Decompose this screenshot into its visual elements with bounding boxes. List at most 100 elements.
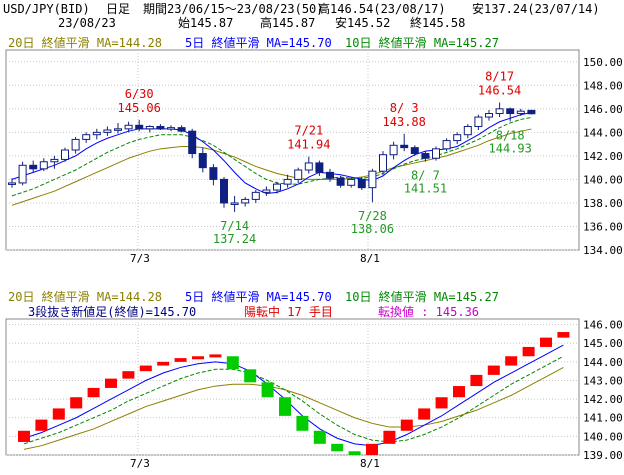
top-annotation-date-5: 8/ 7 xyxy=(411,169,440,183)
top-candle-body-29 xyxy=(315,162,324,173)
top-panel: 20日 終値平滑 MA=144.28 5日 終値平滑 MA=145.70 10日… xyxy=(5,35,623,265)
bottom-brick-26 xyxy=(470,374,483,387)
top-y-axis: 150.00 148.00 146.00 144.00 142.00 140.00 138.… xyxy=(583,56,623,257)
top-annotation-date-1: 7/14 xyxy=(220,219,249,233)
top-annotation-price-1: 137.24 xyxy=(213,232,256,246)
header-pair: USD/JPY(BID) xyxy=(3,2,90,16)
top-candle-body-16 xyxy=(177,127,186,132)
top-annotation-date-4: 8/ 3 xyxy=(390,101,419,115)
bottom-sublegend-title: 3段抜き新値足(終値)=145.70 xyxy=(28,304,196,319)
bottom-brick-7 xyxy=(139,365,152,372)
header-open: 始145.87 xyxy=(178,16,233,30)
bottom-ma10-line xyxy=(23,355,564,445)
top-candle-body-28 xyxy=(304,162,313,171)
top-y-tick-label-5: 140.00 xyxy=(583,173,623,186)
header-period: 期間23/06/15～23/08/23(50) xyxy=(143,2,324,16)
bottom-y-tick-label-3: 143.00 xyxy=(583,374,623,387)
bottom-panel: 20日 終値平滑 MA=144.28 5日 終値平滑 MA=145.70 10日… xyxy=(5,289,623,470)
bottom-brick-13 xyxy=(244,369,257,383)
top-candle-body-0 xyxy=(8,182,16,185)
top-candle-body-42 xyxy=(453,134,462,142)
bottom-brick-28 xyxy=(505,356,518,366)
bottom-brick-23 xyxy=(418,408,431,420)
bottom-brick-1 xyxy=(35,419,48,431)
top-candle-body-24 xyxy=(262,189,271,193)
bottom-brick-10 xyxy=(192,356,204,360)
bottom-brick-21 xyxy=(383,430,396,444)
top-legend-ma5: 5日 終値平滑 MA=145.70 xyxy=(185,35,332,50)
top-y-tick-label-6: 138.00 xyxy=(583,197,623,210)
top-candle-body-23 xyxy=(251,191,260,200)
top-candle-body-6 xyxy=(71,138,80,151)
top-candle-body-14 xyxy=(156,125,165,130)
top-candle-body-13 xyxy=(145,125,154,130)
top-candle-body-12 xyxy=(135,124,144,130)
top-candle-body-27 xyxy=(294,169,303,180)
bottom-legend-ma5: 5日 終値平滑 MA=145.70 xyxy=(185,289,332,304)
top-candle-body-17 xyxy=(188,130,197,155)
top-candle-body-46 xyxy=(495,108,504,115)
bottom-plot-frame xyxy=(5,318,580,456)
top-annotation-date-3: 7/28 xyxy=(358,209,387,223)
top-y-tick-label-3: 144.00 xyxy=(583,126,623,139)
bottom-brick-25 xyxy=(453,386,465,398)
top-candle-body-1 xyxy=(18,164,27,184)
top-candle-body-43 xyxy=(463,125,472,136)
top-candle-body-41 xyxy=(442,140,451,150)
bottom-y-tick-label-1: 145.00 xyxy=(583,337,623,350)
header-date: 23/08/23 xyxy=(58,16,116,30)
top-annotation-date-0: 6/30 xyxy=(125,87,154,101)
bottom-brick-30 xyxy=(540,337,552,347)
top-candle-body-39 xyxy=(421,153,430,159)
bottom-y-tick-label-4: 142.00 xyxy=(583,393,623,406)
bottom-brick-9 xyxy=(174,358,187,362)
top-legend-ma10: 10日 終値平滑 MA=145.27 xyxy=(345,35,499,50)
top-candle-body-25 xyxy=(273,183,281,191)
top-x-tick-label-0: 7/3 xyxy=(130,252,150,265)
top-candle-body-22 xyxy=(241,198,250,204)
bottom-brick-12 xyxy=(226,356,239,370)
bottom-y-tick-label-6: 140.00 xyxy=(583,430,623,443)
bottom-brick-20 xyxy=(366,443,378,455)
bottom-brick-8 xyxy=(157,361,170,366)
top-candle-body-10 xyxy=(114,128,122,131)
bottom-moving-averages xyxy=(23,344,564,450)
bottom-brick-5 xyxy=(105,378,117,388)
top-candle-body-33 xyxy=(357,178,366,189)
top-candle-body-44 xyxy=(474,116,483,127)
top-ma10-line xyxy=(11,116,532,197)
bottom-bricks xyxy=(18,332,570,455)
bottom-x-axis: 7/3 8/1 xyxy=(130,457,380,470)
top-annotation-price-2: 141.94 xyxy=(287,138,330,152)
bottom-ma20-line xyxy=(23,366,564,450)
bottom-grid xyxy=(6,319,579,456)
top-y-tick-label-0: 150.00 xyxy=(583,56,623,69)
top-grid xyxy=(6,50,579,251)
top-candle-body-9 xyxy=(103,129,112,133)
top-annotation-date-7: 8/18 xyxy=(496,128,525,142)
top-candle-body-47 xyxy=(506,108,515,115)
top-x-tick-label-1: 8/1 xyxy=(360,252,380,265)
bottom-legend-ma20: 20日 終値平滑 MA=144.28 xyxy=(8,289,162,304)
bottom-ma5-line xyxy=(23,344,564,447)
top-candle-body-19 xyxy=(209,167,218,180)
top-candle-body-3 xyxy=(39,161,48,170)
bottom-brick-0 xyxy=(18,430,30,442)
top-y-tick-label-8: 134.00 xyxy=(583,244,623,257)
bottom-brick-2 xyxy=(52,408,65,420)
top-candle-body-26 xyxy=(283,178,292,185)
header-low: 安137.24(23/07/14) xyxy=(472,1,600,16)
top-candles xyxy=(8,102,536,212)
bottom-brick-19 xyxy=(348,451,361,455)
bottom-brick-18 xyxy=(331,443,344,452)
header-low2: 安145.52 xyxy=(335,15,390,30)
bottom-y-tick-label-0: 146.00 xyxy=(583,319,623,332)
top-candle-body-5 xyxy=(61,149,69,160)
top-annotation-price-6: 146.54 xyxy=(478,83,521,97)
top-candle-body-30 xyxy=(326,171,334,179)
top-candle-body-34 xyxy=(368,170,377,189)
bottom-brick-24 xyxy=(435,397,448,409)
top-candle-body-40 xyxy=(432,148,440,159)
